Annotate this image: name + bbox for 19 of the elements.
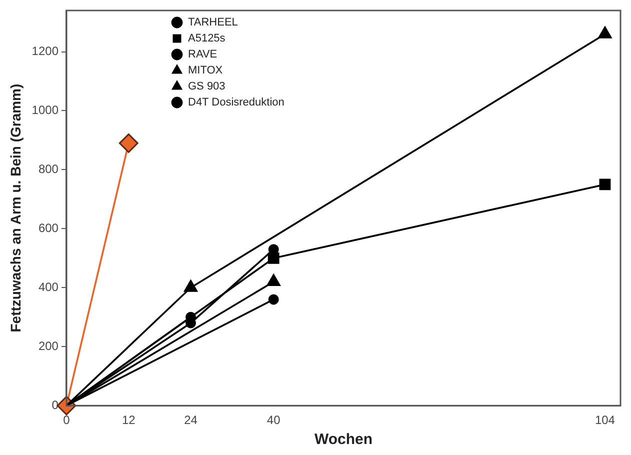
y-tick-label: 1000 <box>32 103 59 118</box>
x-tick-label: 12 <box>122 413 136 428</box>
x-tick-label: 40 <box>266 413 281 428</box>
legend-label: D4T Dosisreduktion <box>188 96 284 109</box>
legend-label: MITOX <box>188 64 224 77</box>
y-tick-label: 1200 <box>32 44 59 58</box>
y-axis-title: Fettzuwachs an Arm u. Bein (Gramm) <box>7 84 24 332</box>
x-axis-title: Wochen <box>314 431 373 448</box>
y-tick-label: 600 <box>38 221 59 235</box>
legend-label: A5125s <box>188 32 226 45</box>
legend-label: RAVE <box>188 48 218 61</box>
x-tick-label: 24 <box>184 413 198 428</box>
y-tick-label: 200 <box>38 338 59 353</box>
y-tick-label: 400 <box>38 280 59 294</box>
x-tick-label: 104 <box>594 413 616 428</box>
legend-label: GS 903 <box>188 80 226 93</box>
y-tick-label: 800 <box>38 162 59 176</box>
x-tick-label: 0 <box>63 413 70 428</box>
legend-label: TARHEEL <box>188 16 238 29</box>
